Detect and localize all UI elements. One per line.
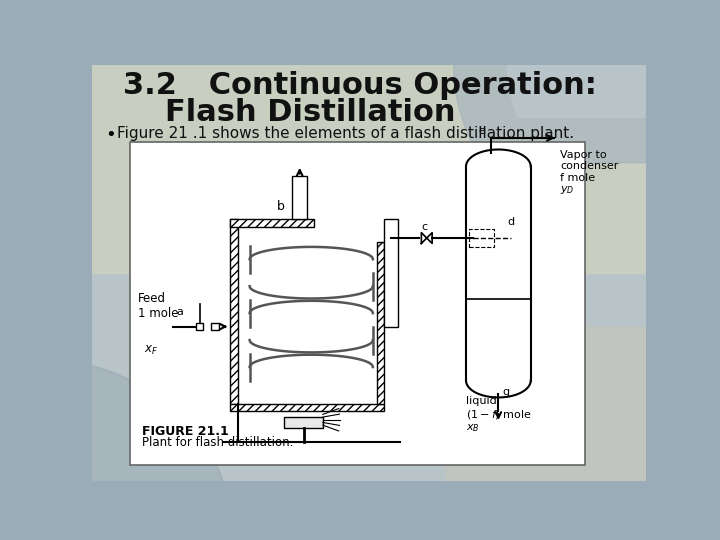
Polygon shape: [454, 0, 720, 163]
Polygon shape: [466, 381, 531, 397]
Bar: [230, 403, 384, 411]
Bar: [230, 219, 238, 403]
Polygon shape: [0, 357, 230, 540]
Text: 3.2   Continuous Operation:: 3.2 Continuous Operation:: [122, 71, 596, 100]
Text: d: d: [508, 217, 515, 227]
Text: $x_F$: $x_F$: [144, 343, 158, 356]
Text: Vapor to
condenser
f mole
$y_D$: Vapor to condenser f mole $y_D$: [560, 150, 618, 197]
Polygon shape: [508, 0, 710, 117]
Bar: [446, 327, 647, 481]
Bar: [196, 323, 204, 330]
Text: •: •: [106, 126, 117, 144]
Text: Plant for flash distillation.: Plant for flash distillation.: [142, 436, 293, 449]
Text: b: b: [276, 200, 284, 213]
Polygon shape: [466, 150, 531, 166]
Text: a: a: [176, 307, 184, 317]
Bar: [211, 323, 219, 330]
Text: e: e: [478, 126, 485, 136]
Bar: [384, 219, 398, 327]
Text: FIGURE 21.1: FIGURE 21.1: [142, 425, 229, 438]
Text: Feed
1 mole: Feed 1 mole: [138, 293, 179, 320]
Text: g: g: [503, 387, 509, 397]
Bar: [130, 142, 585, 465]
Bar: [92, 65, 647, 273]
Bar: [377, 242, 384, 403]
Text: Figure 21 .1 shows the elements of a flash distillation plant.: Figure 21 .1 shows the elements of a fla…: [117, 126, 575, 141]
Text: c: c: [421, 222, 428, 232]
Bar: [292, 177, 307, 219]
Bar: [230, 219, 315, 226]
Text: liquid
$(1-f)$ mole
$x_B$: liquid $(1-f)$ mole $x_B$: [466, 396, 532, 434]
Bar: [466, 166, 531, 381]
Text: Flash Distillation: Flash Distillation: [165, 98, 456, 127]
Bar: [284, 417, 323, 428]
